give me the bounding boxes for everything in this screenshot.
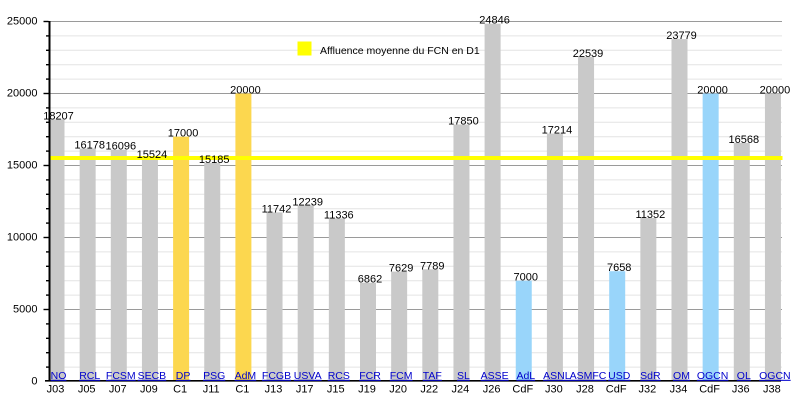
svg-text:AdL: AdL [516,370,535,382]
svg-text:16178: 16178 [74,140,105,152]
svg-text:J26: J26 [483,384,501,396]
svg-text:PSG: PSG [203,370,225,382]
svg-text:ASSE: ASSE [481,370,509,382]
svg-text:OGCN: OGCN [697,370,729,382]
svg-text:15000: 15000 [7,160,38,172]
svg-text:20000: 20000 [230,85,261,97]
svg-text:USD: USD [608,370,631,382]
svg-text:J30: J30 [545,384,563,396]
svg-text:J03: J03 [47,384,65,396]
svg-text:USVA: USVA [294,370,322,382]
svg-text:J09: J09 [140,384,158,396]
svg-text:0: 0 [31,376,37,388]
svg-text:7000: 7000 [514,272,538,284]
svg-text:ASNL: ASNL [543,370,571,382]
svg-text:20000: 20000 [697,85,728,97]
svg-text:15185: 15185 [199,154,230,166]
svg-text:16568: 16568 [729,134,760,146]
svg-text:FCR: FCR [359,370,381,382]
svg-text:11742: 11742 [262,203,292,215]
svg-text:23779: 23779 [666,30,697,42]
svg-text:RCL: RCL [79,370,100,382]
svg-text:CdF: CdF [512,384,533,396]
svg-text:AdM: AdM [235,370,257,382]
svg-text:J13: J13 [265,384,283,396]
svg-text:11352: 11352 [636,209,666,221]
svg-text:22539: 22539 [573,48,604,60]
svg-text:Affluence moyenne du FCN en D1: Affluence moyenne du FCN en D1 [320,45,480,57]
svg-text:17000: 17000 [168,128,199,140]
svg-text:7789: 7789 [420,260,444,272]
svg-text:16096: 16096 [106,141,137,153]
svg-text:7658: 7658 [607,262,631,274]
svg-text:24846: 24846 [479,15,510,27]
svg-text:J11: J11 [203,384,220,396]
svg-text:FCM: FCM [390,370,413,382]
svg-text:CdF: CdF [699,384,720,396]
svg-text:RCS: RCS [328,370,350,382]
svg-text:J20: J20 [389,384,407,396]
svg-text:C1: C1 [173,384,187,396]
svg-text:18207: 18207 [43,110,74,122]
svg-text:7629: 7629 [389,263,413,275]
svg-text:TAF: TAF [423,370,442,382]
svg-text:FCSM: FCSM [106,370,136,382]
svg-text:17850: 17850 [448,116,479,128]
svg-text:OM: OM [673,370,690,382]
svg-text:J32: J32 [639,384,657,396]
svg-text:J17: J17 [296,384,314,396]
svg-text:20000: 20000 [7,88,38,100]
svg-text:CdF: CdF [606,384,627,396]
svg-text:C1: C1 [235,384,249,396]
svg-text:12239: 12239 [292,196,323,208]
svg-text:11336: 11336 [324,209,354,221]
svg-text:SdR: SdR [640,370,661,382]
svg-text:SL: SL [457,370,470,382]
svg-text:ASMFC: ASMFC [570,370,607,382]
svg-text:J24: J24 [452,384,470,396]
svg-text:FCGB: FCGB [262,370,291,382]
svg-text:20000: 20000 [760,85,791,97]
svg-text:J36: J36 [732,384,750,396]
svg-text:J28: J28 [576,384,594,396]
svg-text:25000: 25000 [7,16,38,28]
svg-text:15524: 15524 [137,149,168,161]
svg-text:OGCN: OGCN [759,370,791,382]
svg-text:NO: NO [51,370,67,382]
svg-text:J34: J34 [670,384,688,396]
svg-text:J05: J05 [78,384,96,396]
svg-text:J22: J22 [420,384,438,396]
svg-text:SECB: SECB [138,370,167,382]
svg-text:10000: 10000 [7,232,38,244]
svg-text:J19: J19 [358,384,376,396]
svg-text:J15: J15 [327,384,345,396]
svg-text:J07: J07 [109,384,127,396]
svg-text:OL: OL [737,370,751,382]
svg-text:6862: 6862 [358,274,382,286]
svg-text:DP: DP [176,370,191,382]
svg-text:5000: 5000 [13,304,37,316]
svg-text:J38: J38 [763,384,781,396]
svg-text:17214: 17214 [542,125,573,137]
